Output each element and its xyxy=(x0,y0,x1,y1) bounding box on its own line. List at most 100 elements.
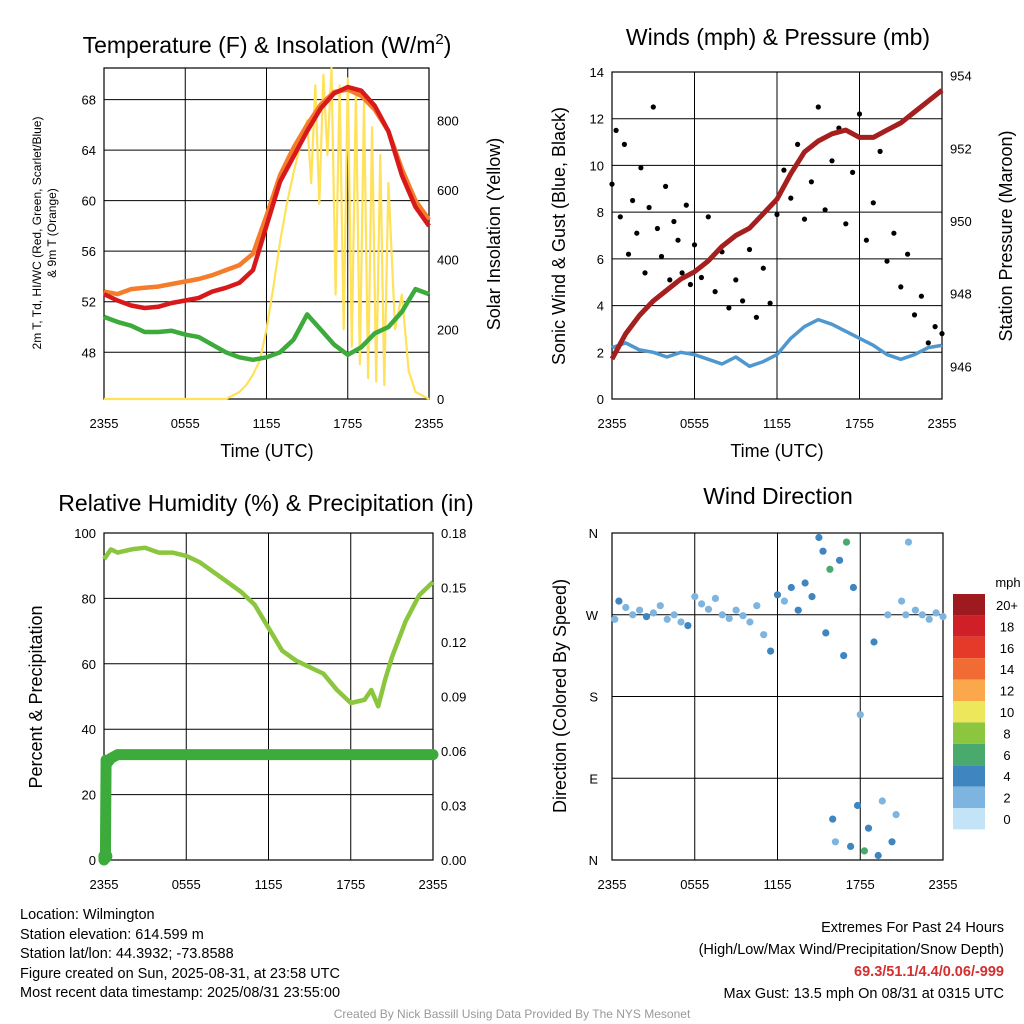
right-tick-label: 600 xyxy=(437,183,459,198)
gust-point xyxy=(683,202,689,208)
direction-point xyxy=(642,613,651,621)
direction-point xyxy=(898,597,906,605)
direction-point xyxy=(704,605,713,613)
left-tick-label: 4 xyxy=(597,299,604,314)
gust-point xyxy=(698,274,705,281)
direction-point xyxy=(932,609,940,617)
direction-point xyxy=(822,629,830,637)
right-tick-label: 400 xyxy=(437,253,459,268)
direction-point xyxy=(629,611,637,619)
direction-point xyxy=(902,611,910,619)
direction-point xyxy=(663,615,671,623)
temperature-panel-title: Temperature (F) & Insolation (W/m2) xyxy=(83,31,452,58)
left-tick-label: 10 xyxy=(590,158,604,173)
direction-point xyxy=(864,824,873,832)
gust-point xyxy=(691,242,698,248)
right-tick-label: 0.18 xyxy=(441,526,466,541)
legend-swatch xyxy=(953,636,985,659)
winds-panel-title: Winds (mph) & Pressure (mb) xyxy=(626,24,930,50)
direction-point xyxy=(698,600,706,608)
legend-label: 16 xyxy=(1000,641,1014,656)
left-tick-label: 64 xyxy=(82,143,96,158)
gust-point xyxy=(671,218,677,225)
gust-point xyxy=(675,237,681,243)
x-tick-label: 2355 xyxy=(90,416,119,431)
series-line-sonic-wind xyxy=(611,317,943,369)
direction-point xyxy=(773,591,782,599)
gust-point xyxy=(746,246,753,253)
legend-label: 2 xyxy=(1003,791,1010,806)
left-tick-label: 20 xyxy=(82,788,96,803)
direction-point xyxy=(718,611,726,619)
right-tick-label: 950 xyxy=(950,214,972,229)
direction-point xyxy=(753,602,761,610)
x-tick-label: 1755 xyxy=(846,877,875,892)
x-tick-label: 1155 xyxy=(253,416,281,431)
temperature-panel: Temperature (F) & Insolation (W/m2) 2355… xyxy=(30,31,504,461)
right-tick-label: 954 xyxy=(950,69,972,84)
gust-point xyxy=(795,141,801,147)
direction-point xyxy=(636,606,644,614)
gust-point xyxy=(822,207,828,213)
direction-point xyxy=(904,538,913,546)
temperature-x-axis-label: Time (UTC) xyxy=(220,441,313,461)
direction-point xyxy=(670,611,678,619)
gust-point xyxy=(767,300,773,306)
direction-point xyxy=(760,631,768,639)
x-tick-label: 1755 xyxy=(333,416,362,431)
max-gust-text: Max Gust: 13.5 mph On 08/31 at 0315 UTC xyxy=(723,986,1004,1002)
wind-direction-panel: Wind Direction 2355 0555 1155 1755 2355NWSEN… xyxy=(550,483,1021,892)
direction-point xyxy=(808,593,816,601)
direction-point xyxy=(615,597,623,605)
legend-label: 14 xyxy=(1000,662,1014,677)
x-tick-label: 2355 xyxy=(415,416,444,431)
left-tick-label: 60 xyxy=(82,657,96,672)
series-line-insolation xyxy=(104,66,430,401)
temperature-left-axis-label-line-2: & 9m T (Orange) xyxy=(45,188,59,278)
location-text: Location: Wilmington xyxy=(20,907,155,923)
gust-point xyxy=(638,165,644,171)
direction-point xyxy=(801,579,809,587)
gust-point xyxy=(679,270,685,276)
direction-point xyxy=(874,851,882,860)
gust-point xyxy=(932,324,938,330)
gust-point xyxy=(801,216,808,222)
direction-tick-label: E xyxy=(589,771,598,786)
temperature-right-axis-label: Solar Insolation (Yellow) xyxy=(484,138,504,330)
left-tick-label: 48 xyxy=(82,345,96,360)
direction-point xyxy=(649,609,658,617)
winds-right-axis-label: Station Pressure (Maroon) xyxy=(996,130,1016,341)
legend-swatch xyxy=(953,786,985,808)
right-tick-label: 0.15 xyxy=(441,581,466,596)
gust-point xyxy=(658,253,665,260)
right-tick-label: 946 xyxy=(950,359,972,374)
legend-label: 12 xyxy=(1000,684,1014,699)
winds-left-axis-label: Sonic Wind & Gust (Blue, Black) xyxy=(549,107,569,365)
legend-label: 8 xyxy=(1003,726,1010,741)
direction-point xyxy=(739,612,747,620)
right-tick-label: 948 xyxy=(950,287,972,302)
legend-label: 4 xyxy=(1003,769,1010,784)
direction-point xyxy=(677,618,685,626)
direction-tick-label: W xyxy=(586,608,599,623)
right-tick-label: 0.00 xyxy=(441,853,466,868)
left-tick-label: 80 xyxy=(82,591,96,606)
legend-swatch xyxy=(953,701,985,723)
series-line-station-pressure xyxy=(609,88,944,361)
gust-point xyxy=(733,277,739,283)
gust-point xyxy=(613,127,619,133)
direction-point xyxy=(849,583,858,592)
direction-point xyxy=(888,838,896,846)
right-tick-label: 952 xyxy=(950,141,972,156)
direction-point xyxy=(925,615,933,623)
direction-point xyxy=(939,613,947,621)
legend-swatch xyxy=(953,765,985,787)
legend-label: 18 xyxy=(1000,619,1014,634)
gust-point xyxy=(726,305,732,311)
gust-point xyxy=(740,298,746,304)
gust-point xyxy=(884,258,890,264)
x-tick-label: 2355 xyxy=(598,416,627,431)
left-tick-label: 8 xyxy=(597,205,604,220)
gust-point xyxy=(911,312,918,318)
extremes-title: Extremes For Past 24 Hours xyxy=(821,920,1004,936)
